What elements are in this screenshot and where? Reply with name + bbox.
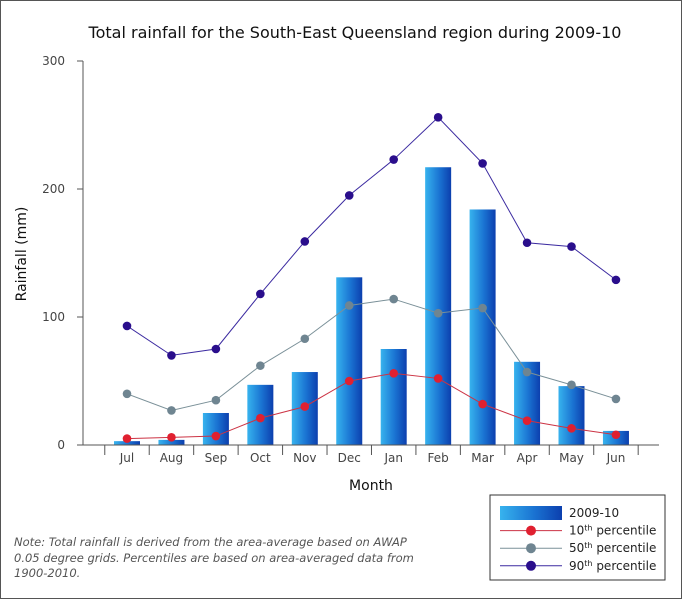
data-point — [522, 238, 532, 248]
data-point — [344, 191, 354, 200]
footnote: Note: Total rainfall is derived from the… — [14, 535, 414, 580]
legend-swatch-marker — [526, 525, 536, 536]
bar — [425, 167, 452, 446]
data-point — [300, 334, 310, 344]
data-point — [478, 159, 487, 168]
x-tick-label: Nov — [293, 451, 316, 465]
x-tick-label: Aug — [160, 451, 183, 465]
y-tick-label: 100 — [42, 310, 65, 324]
x-tick-label: Dec — [338, 451, 361, 465]
data-point — [167, 433, 176, 442]
series-line — [126, 116, 617, 356]
data-point — [211, 344, 221, 354]
x-tick-label: Jul — [119, 451, 134, 465]
legend-swatch-marker — [526, 543, 536, 554]
series-line — [126, 372, 617, 440]
legend-items: 2009-10 10th percentile 50th percentile 90t… — [500, 506, 656, 573]
y-tick-label: 0 — [57, 438, 65, 452]
x-tick-label: Jan — [383, 451, 403, 465]
data-point — [256, 361, 265, 370]
data-point — [567, 242, 576, 251]
legend-label: 50th percentile — [569, 541, 656, 556]
x-tick-label: Feb — [428, 451, 449, 465]
data-point — [344, 301, 354, 310]
data-point — [478, 303, 487, 313]
bar — [558, 386, 585, 445]
data-point — [389, 155, 399, 164]
data-point — [567, 380, 576, 390]
data-point — [611, 430, 621, 440]
data-point — [300, 237, 310, 246]
data-point — [522, 416, 532, 425]
data-point — [211, 431, 221, 441]
bar — [469, 209, 496, 445]
y-axis-label: Rainfall (mm) — [14, 207, 30, 302]
x-tick-label: Mar — [471, 451, 494, 465]
data-point — [611, 275, 621, 285]
bar — [380, 349, 407, 445]
data-point — [211, 395, 221, 405]
y-tick-label: 300 — [42, 54, 65, 68]
data-point — [433, 308, 443, 318]
data-point — [344, 376, 354, 386]
x-tick-label: Oct — [250, 451, 271, 465]
x-tick-label: Jun — [606, 451, 626, 465]
data-point — [611, 394, 621, 404]
legend: 2009-10 10th percentile 50th percentile 90t… — [489, 494, 666, 581]
legend-swatch-bar — [500, 506, 562, 520]
chart-title: Total rainfall for the South-East Queens… — [88, 23, 622, 42]
data-point — [122, 434, 132, 443]
data-point — [478, 399, 487, 409]
x-tick-label: May — [559, 451, 584, 465]
bar — [158, 439, 185, 445]
x-tick-label: Apr — [517, 451, 538, 465]
x-tick-label: Sep — [205, 451, 228, 465]
bar — [114, 441, 140, 445]
data-point — [433, 374, 443, 383]
legend-label: 10th percentile — [569, 523, 656, 538]
data-point — [122, 389, 132, 399]
data-point — [522, 367, 532, 377]
data-point — [389, 294, 399, 304]
legend-label: 90th percentile — [569, 558, 656, 573]
data-point — [256, 289, 265, 299]
data-point — [256, 413, 265, 423]
data-point — [167, 406, 176, 415]
data-point — [433, 113, 443, 122]
data-point — [567, 424, 576, 433]
data-point — [167, 351, 176, 360]
series-line — [126, 298, 617, 411]
y-tick-label: 200 — [42, 182, 65, 196]
x-axis-label: Month — [349, 478, 393, 494]
data-point — [389, 369, 399, 378]
plot-area: 0 100 200 300 Jul Aug Sep Oct Nov Dec Jan Feb Mar Apr… — [42, 54, 659, 465]
data-point — [122, 321, 132, 331]
data-point — [300, 402, 310, 411]
legend-swatch-marker — [526, 560, 536, 571]
legend-label: 2009-10 — [569, 506, 619, 520]
